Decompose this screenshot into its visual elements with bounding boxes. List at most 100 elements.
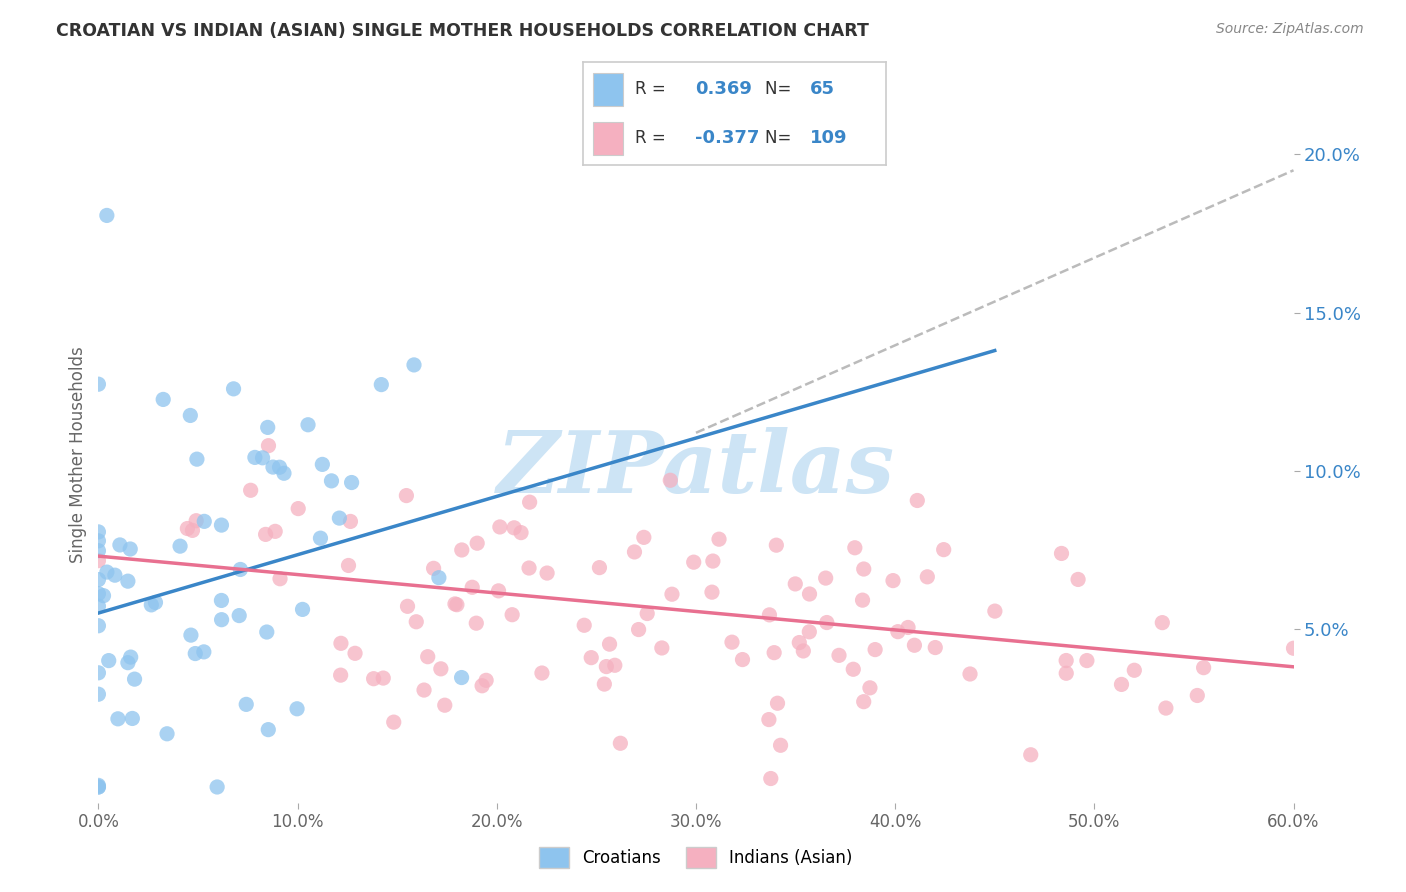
Text: N=: N= xyxy=(765,80,796,98)
Point xyxy=(124,672,146,686)
Point xyxy=(627,623,650,637)
Point xyxy=(186,514,208,528)
Point xyxy=(603,658,626,673)
Point xyxy=(1123,663,1146,677)
Point xyxy=(87,573,110,587)
Point xyxy=(852,695,875,709)
Point xyxy=(120,650,142,665)
Point xyxy=(285,702,308,716)
Point xyxy=(636,607,658,621)
Point xyxy=(792,644,814,658)
Point xyxy=(785,577,807,591)
Point xyxy=(373,671,395,685)
Point xyxy=(427,571,450,585)
Point xyxy=(430,662,453,676)
Point xyxy=(1019,747,1042,762)
Point xyxy=(475,673,498,688)
Point xyxy=(588,560,610,574)
Point xyxy=(905,493,928,508)
Point xyxy=(328,511,350,525)
Point xyxy=(517,561,540,575)
Point xyxy=(97,654,120,668)
Point xyxy=(1050,546,1073,560)
Point xyxy=(581,650,603,665)
Point xyxy=(87,780,110,794)
Point xyxy=(228,608,250,623)
Point xyxy=(1187,689,1209,703)
Point xyxy=(87,377,110,392)
Point xyxy=(799,587,821,601)
Point xyxy=(87,665,110,680)
Point xyxy=(87,599,110,614)
Point xyxy=(844,541,866,555)
Point xyxy=(510,525,533,540)
Point xyxy=(519,495,541,509)
Point xyxy=(444,597,467,611)
Point xyxy=(595,659,617,673)
Point xyxy=(461,580,484,594)
Point xyxy=(396,599,419,614)
Point xyxy=(897,620,920,634)
Point xyxy=(852,562,875,576)
Point xyxy=(765,538,787,552)
Point xyxy=(186,452,208,467)
Point xyxy=(256,625,278,640)
Point xyxy=(257,439,280,453)
Point xyxy=(297,417,319,432)
Point xyxy=(329,668,352,682)
Point xyxy=(211,518,233,533)
Point xyxy=(181,524,204,538)
Point xyxy=(287,501,309,516)
Text: CROATIAN VS INDIAN (ASIAN) SINGLE MOTHER HOUSEHOLDS CORRELATION CHART: CROATIAN VS INDIAN (ASIAN) SINGLE MOTHER… xyxy=(56,22,869,40)
Point xyxy=(107,712,129,726)
Point xyxy=(609,736,631,750)
Point xyxy=(180,628,202,642)
Point xyxy=(104,568,127,582)
Point xyxy=(93,589,115,603)
Point xyxy=(254,527,277,541)
Point xyxy=(117,656,139,670)
Point xyxy=(489,520,512,534)
Point xyxy=(1282,641,1305,656)
Point xyxy=(859,681,882,695)
Text: 109: 109 xyxy=(810,129,848,147)
Text: ZIPatlas: ZIPatlas xyxy=(496,427,896,510)
Point xyxy=(721,635,744,649)
Point xyxy=(96,209,118,223)
Point xyxy=(932,542,955,557)
Point xyxy=(211,613,233,627)
Point xyxy=(156,727,179,741)
Text: R =: R = xyxy=(636,80,671,98)
Point xyxy=(405,615,427,629)
Point xyxy=(758,607,780,622)
Point xyxy=(402,358,425,372)
Point xyxy=(256,420,278,434)
Point xyxy=(1111,677,1133,691)
Point xyxy=(623,545,645,559)
Point xyxy=(291,602,314,616)
Point xyxy=(235,698,257,712)
Point xyxy=(599,637,621,651)
Point xyxy=(243,450,266,465)
Point xyxy=(169,539,191,553)
Point xyxy=(193,645,215,659)
Point xyxy=(87,524,110,539)
Point xyxy=(465,616,488,631)
Point xyxy=(465,536,488,550)
Point xyxy=(87,587,110,601)
Point xyxy=(659,473,682,487)
Point xyxy=(262,460,284,475)
Point xyxy=(340,475,363,490)
Point xyxy=(433,698,456,713)
Point xyxy=(593,677,616,691)
Point xyxy=(179,409,201,423)
Point xyxy=(1067,573,1090,587)
Point xyxy=(682,555,704,569)
Point xyxy=(707,532,730,546)
Point xyxy=(984,604,1007,618)
Point xyxy=(269,572,291,586)
Point xyxy=(488,583,510,598)
Point xyxy=(863,642,886,657)
Text: -0.377: -0.377 xyxy=(696,129,759,147)
Bar xyxy=(592,73,623,105)
